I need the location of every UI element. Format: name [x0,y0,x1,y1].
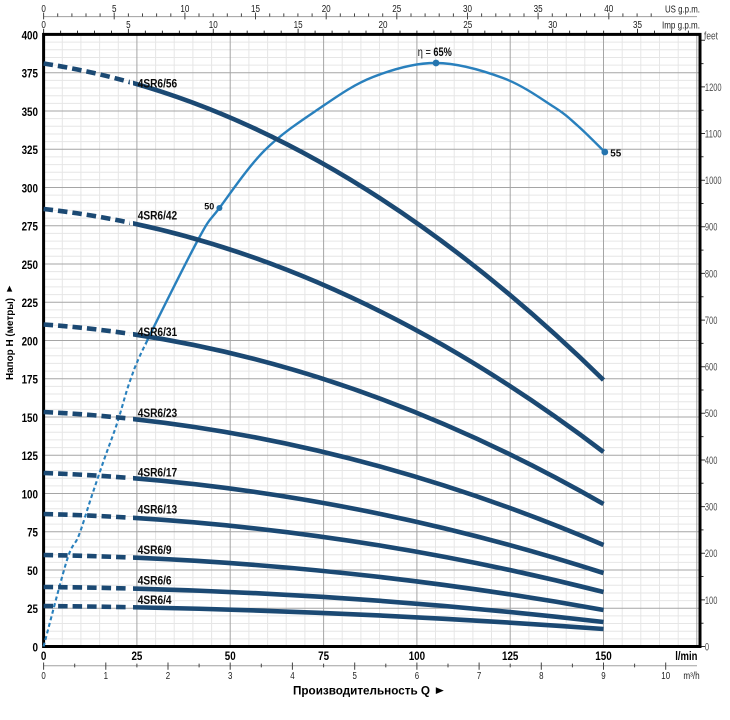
svg-text:300: 300 [705,502,718,514]
svg-text:175: 175 [22,373,39,387]
svg-text:20: 20 [322,4,331,15]
svg-text:40: 40 [604,4,613,15]
svg-text:25: 25 [463,20,472,31]
svg-text:5: 5 [126,20,131,31]
svg-text:225: 225 [22,296,39,310]
svg-text:10: 10 [661,671,670,682]
svg-text:325: 325 [22,143,39,157]
svg-text:4SR6/6: 4SR6/6 [138,574,172,588]
svg-text:4SR6/4: 4SR6/4 [138,593,172,607]
svg-text:7: 7 [477,671,481,682]
svg-text:800: 800 [705,268,718,280]
svg-text:0: 0 [705,641,709,653]
svg-text:300: 300 [22,181,39,195]
svg-text:1100: 1100 [705,128,722,140]
svg-text:l/min: l/min [675,649,697,663]
svg-text:75: 75 [27,526,38,540]
svg-text:200: 200 [22,334,39,348]
svg-text:25: 25 [27,602,38,616]
svg-text:25: 25 [392,4,401,15]
svg-text:0: 0 [33,640,39,654]
svg-text:900: 900 [705,222,718,234]
svg-text:125: 125 [502,649,519,663]
svg-text:75: 75 [318,649,329,663]
svg-text:50: 50 [225,649,236,663]
svg-text:35: 35 [534,4,543,15]
svg-text:1: 1 [104,671,108,682]
svg-text:700: 700 [705,315,718,327]
svg-text:50: 50 [27,564,38,578]
svg-text:15: 15 [251,4,260,15]
svg-text:4SR6/23: 4SR6/23 [138,406,178,420]
svg-text:4SR6/42: 4SR6/42 [138,208,178,222]
svg-text:0: 0 [41,4,46,15]
svg-text:US g.p.m.: US g.p.m. [665,5,700,16]
svg-text:0: 0 [41,671,46,682]
svg-text:20: 20 [379,20,388,31]
svg-text:8: 8 [539,671,544,682]
svg-text:6: 6 [415,671,420,682]
svg-text:30: 30 [548,20,557,31]
svg-text:0: 0 [41,20,46,31]
svg-text:2: 2 [166,671,170,682]
svg-text:Производительность Q: Производительность Q [293,684,430,698]
svg-text:η = 65%: η = 65% [418,47,452,59]
svg-text:600: 600 [705,362,718,374]
svg-text:30: 30 [463,4,472,15]
svg-text:1000: 1000 [705,175,722,187]
svg-text:150: 150 [595,649,612,663]
svg-text:100: 100 [22,487,39,501]
svg-text:4SR6/9: 4SR6/9 [138,543,172,557]
svg-text:1200: 1200 [705,82,722,94]
svg-text:275: 275 [22,220,39,234]
svg-text:400: 400 [22,28,39,42]
svg-text:feet: feet [704,31,718,43]
svg-text:10: 10 [180,4,189,15]
svg-text:Напор H (метры): Напор H (метры) [5,298,16,380]
svg-text:3: 3 [228,671,233,682]
svg-text:375: 375 [22,67,39,81]
svg-text:350: 350 [22,105,39,119]
svg-text:125: 125 [22,449,39,463]
svg-text:500: 500 [705,408,718,420]
svg-text:m³/h: m³/h [683,671,699,682]
svg-text:55: 55 [610,148,621,160]
svg-text:15: 15 [294,20,303,31]
svg-text:9: 9 [601,671,605,682]
svg-text:Imp g.p.m.: Imp g.p.m. [662,20,700,31]
svg-text:4: 4 [290,671,295,682]
svg-text:5: 5 [353,671,358,682]
svg-text:0: 0 [41,649,47,663]
svg-text:250: 250 [22,258,39,272]
svg-text:100: 100 [409,649,426,663]
svg-text:35: 35 [633,20,642,31]
svg-text:5: 5 [112,4,117,15]
svg-text:100: 100 [705,595,718,607]
svg-text:200: 200 [705,548,718,560]
svg-text:4SR6/56: 4SR6/56 [138,76,178,90]
svg-text:50: 50 [204,202,214,213]
svg-text:4SR6/17: 4SR6/17 [138,465,178,479]
svg-text:25: 25 [131,649,142,663]
svg-text:150: 150 [22,411,39,425]
svg-text:10: 10 [209,20,218,31]
svg-text:4SR6/13: 4SR6/13 [138,502,178,516]
svg-text:4SR6/31: 4SR6/31 [138,325,178,339]
svg-text:400: 400 [705,455,718,467]
